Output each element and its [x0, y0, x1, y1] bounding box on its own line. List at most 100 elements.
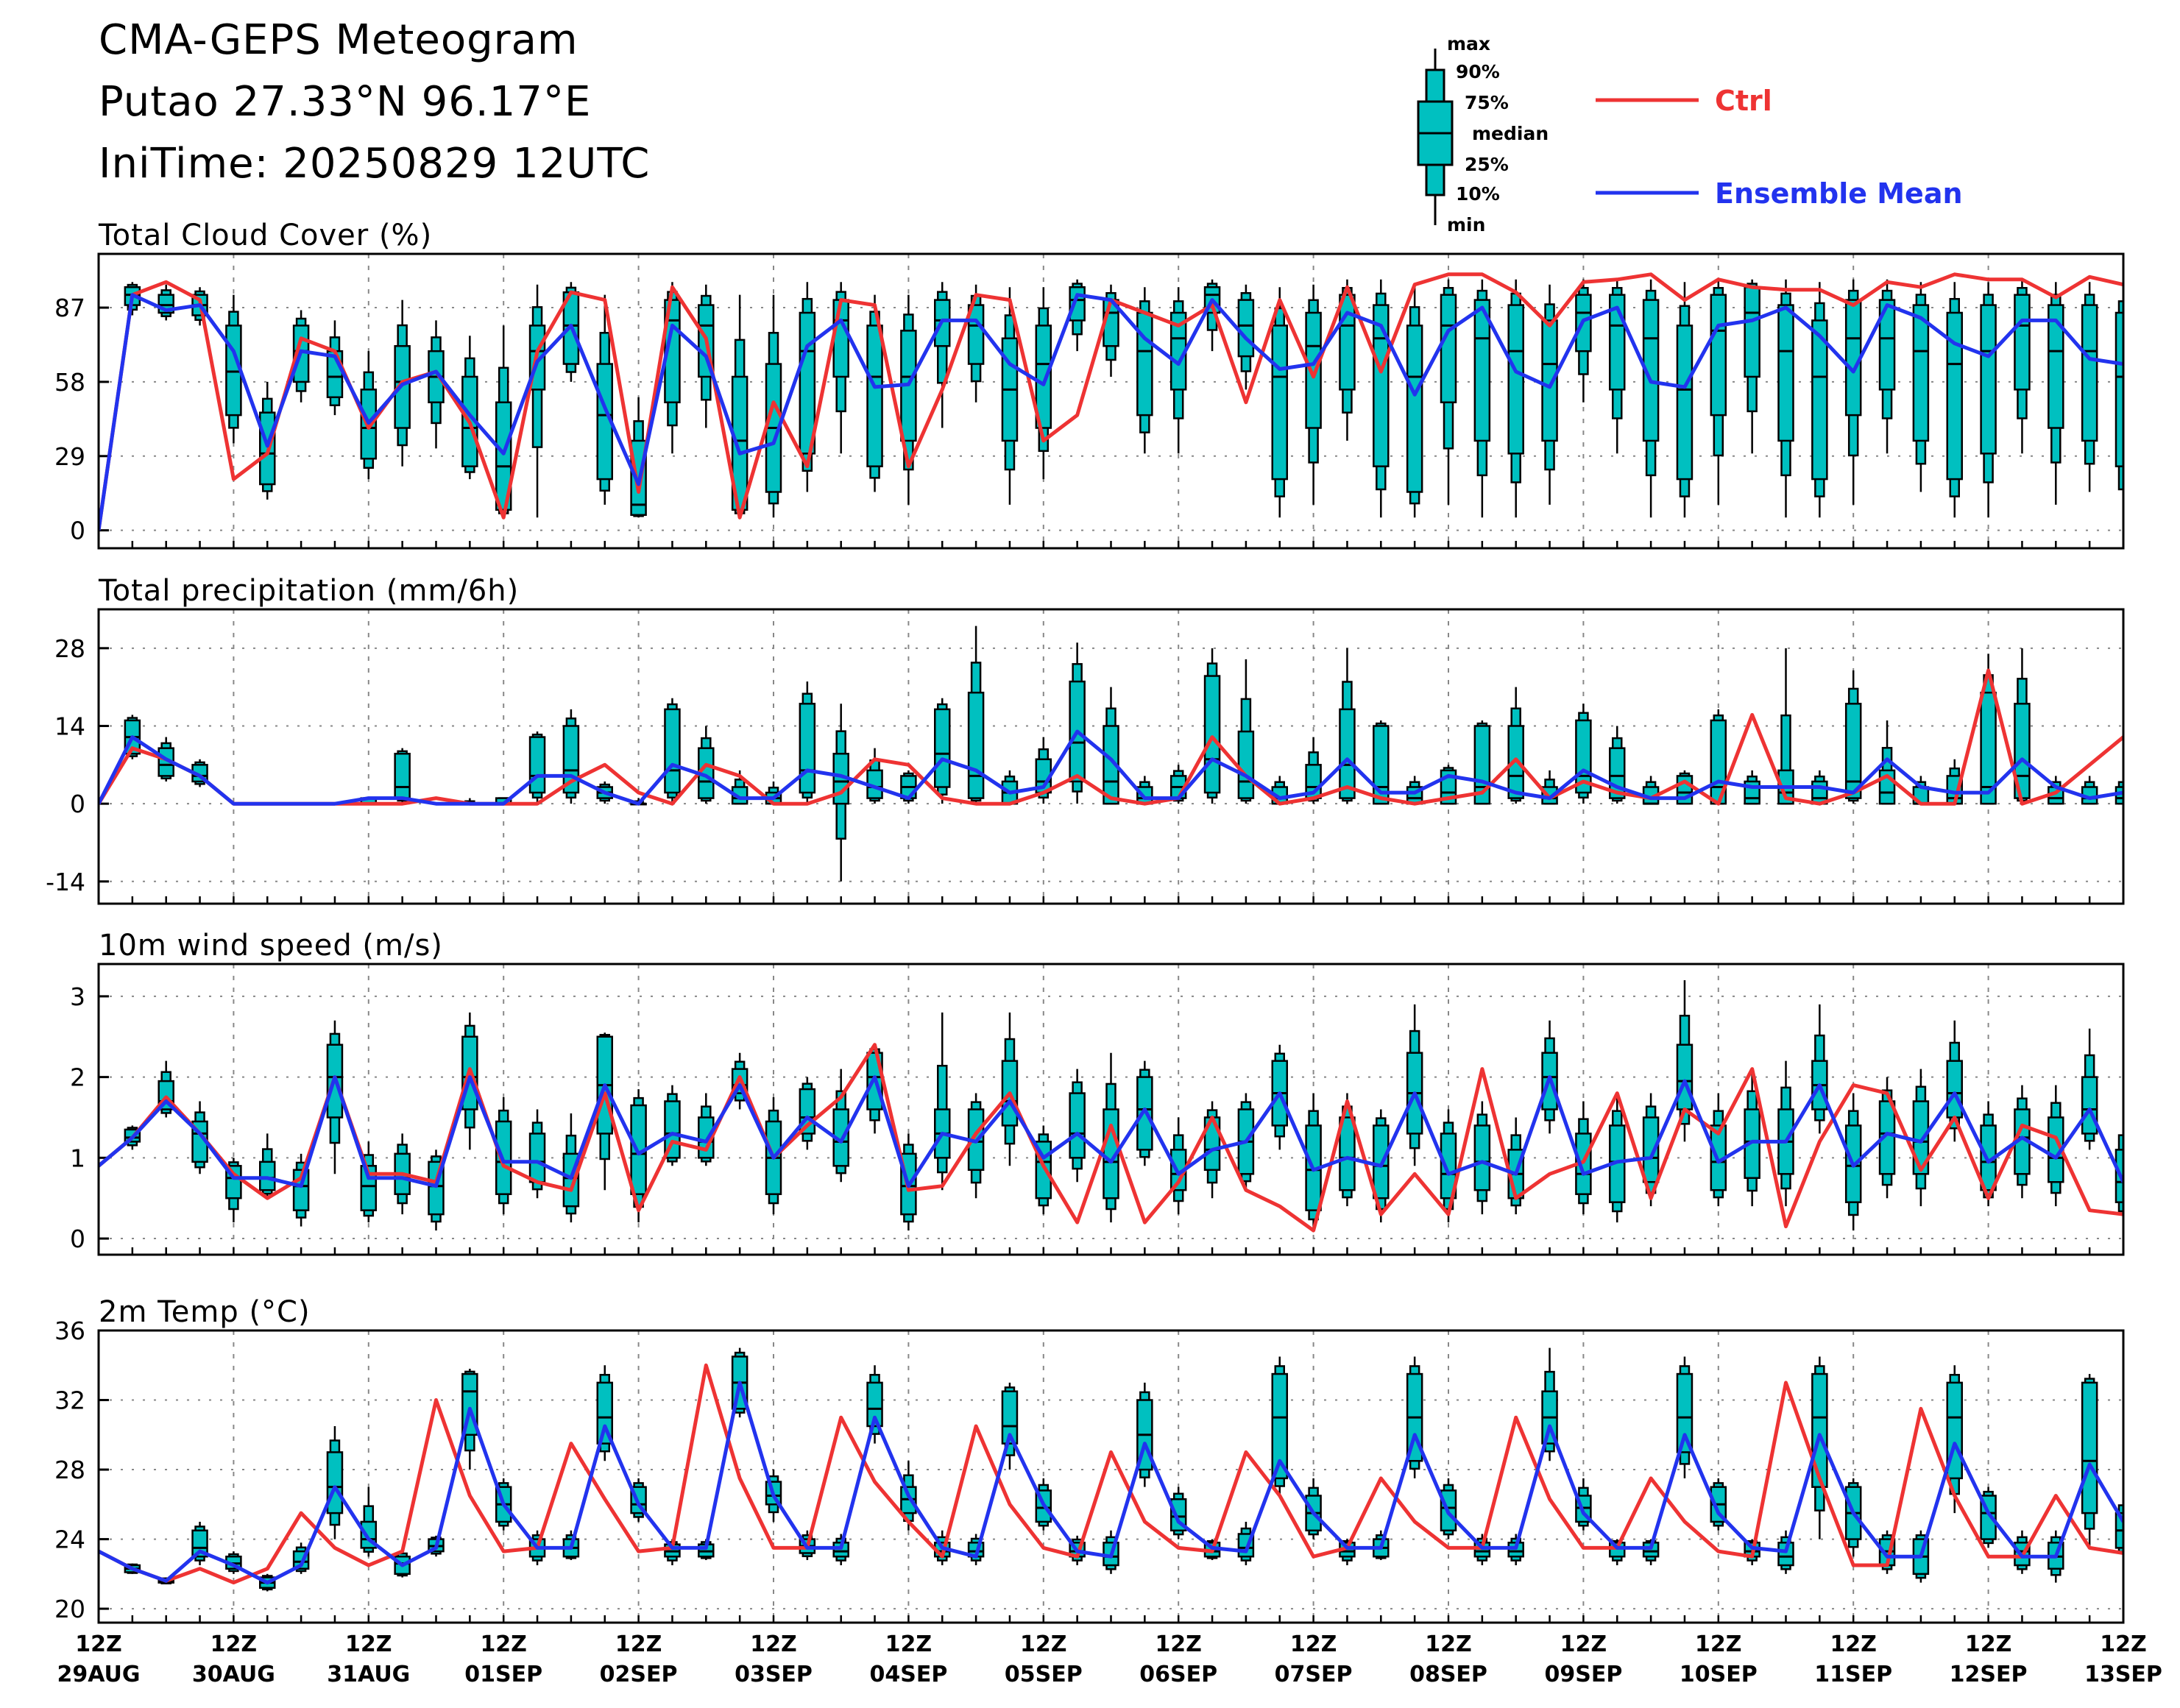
- legend-label-min: min: [1447, 214, 1485, 235]
- box-iqr: [596, 1381, 613, 1445]
- ensemble-mean-line: [99, 293, 2123, 531]
- y-tick-label: 14: [54, 712, 85, 740]
- box-iqr: [1271, 1372, 1288, 1480]
- x-axis: 12Z 29AUG 12Z 30AUG 12Z 31AUG 12Z 01SEP 12Z 02SEP…: [57, 1631, 2162, 1687]
- y-tick-label: 0: [70, 790, 85, 818]
- box-iqr: [1744, 286, 1760, 378]
- legend: max 90% 75% median 25% 10% min Ctrl Ense…: [1417, 33, 1963, 235]
- x-tick-label-hour: 12Z: [885, 1631, 932, 1657]
- panel-title: Total precipitation (mm/6h): [98, 574, 519, 608]
- x-tick-label-hour: 12Z: [210, 1631, 258, 1657]
- box-iqr: [1406, 325, 1423, 493]
- box-iqr: [1676, 1372, 1694, 1453]
- x-tick-label-date: 11SEP: [1814, 1662, 1892, 1687]
- panel-3: 10m wind speed (m/s) 0 1 2 3: [70, 929, 2125, 1256]
- box-iqr: [1777, 304, 1794, 442]
- ctrl-line: [99, 1363, 2123, 1585]
- y-tick-label: 24: [54, 1525, 85, 1554]
- x-tick-label-hour: 12Z: [1695, 1631, 1742, 1657]
- y-tick-label: 0: [70, 1225, 85, 1253]
- x-tick-label-date: 31AUG: [327, 1662, 410, 1687]
- x-tick-label-date: 30AUG: [192, 1662, 275, 1687]
- box-iqr: [1676, 325, 1694, 481]
- panel-2: Total precipitation (mm/6h) -14 0 14 28: [46, 574, 2125, 905]
- legend-label-10: 10%: [1456, 183, 1500, 205]
- box-iqr: [2081, 1076, 2098, 1135]
- box-iqr: [528, 1133, 546, 1183]
- panel-title: Total Cloud Cover (%): [98, 219, 432, 252]
- legend-ctrl-label: Ctrl: [1715, 85, 1772, 117]
- box-iqr: [259, 1160, 276, 1191]
- box-iqr: [1339, 294, 1356, 391]
- box-iqr: [1642, 1116, 1660, 1183]
- ctrl-line: [99, 668, 2123, 806]
- y-tick-label: 0: [70, 517, 85, 545]
- x-tick-label-hour: 12Z: [1425, 1631, 1472, 1657]
- box-series: [124, 626, 2123, 882]
- x-tick-label-date: 07SEP: [1275, 1662, 1353, 1687]
- box-iqr: [1777, 1542, 1794, 1567]
- box-iqr: [1001, 1390, 1019, 1445]
- legend-label-90: 90%: [1456, 61, 1500, 82]
- box-iqr: [1946, 311, 1963, 481]
- box-iqr: [1980, 304, 1997, 455]
- box-iqr: [1946, 1060, 1963, 1119]
- box-iqr: [1271, 325, 1288, 481]
- box-iqr: [1811, 319, 1828, 481]
- ensemble-mean-line: [99, 1075, 2123, 1188]
- y-tick-label: 32: [54, 1386, 85, 1415]
- ensemble-mean-line: [99, 729, 2123, 806]
- panel-1: Total Cloud Cover (%) 0 29 58 87: [54, 219, 2125, 550]
- y-tick-label: 87: [54, 294, 85, 322]
- box-iqr: [1912, 304, 1930, 442]
- x-tick-label-date: 10SEP: [1680, 1662, 1758, 1687]
- box-iqr: [326, 1451, 344, 1514]
- location-label: Putao 27.33°N 96.17°E: [99, 78, 592, 126]
- ensemble-mean-line: [99, 1381, 2123, 1585]
- legend-label-25: 25%: [1465, 154, 1509, 175]
- y-tick-label: 28: [54, 634, 85, 663]
- box-iqr: [1339, 1116, 1356, 1191]
- box-iqr: [1676, 1043, 1694, 1110]
- x-tick-label-hour: 12Z: [345, 1631, 392, 1657]
- box-iqr: [1878, 1100, 1896, 1175]
- box-iqr: [1811, 1372, 1828, 1488]
- box-iqr: [1912, 1100, 1930, 1175]
- x-tick-label-date: 09SEP: [1544, 1662, 1622, 1687]
- x-tick-label-date: 05SEP: [1005, 1662, 1083, 1687]
- box-iqr: [1373, 304, 1390, 467]
- x-tick-label-hour: 12Z: [750, 1631, 797, 1657]
- box-iqr: [1035, 325, 1052, 429]
- x-tick-label-hour: 12Z: [1155, 1631, 1202, 1657]
- panel-title: 2m Temp (°C): [99, 1295, 311, 1329]
- y-tick-label: 2: [70, 1063, 85, 1092]
- y-tick-label: 1: [70, 1144, 85, 1172]
- box-iqr: [1373, 725, 1390, 805]
- box-iqr: [528, 736, 546, 794]
- box-iqr: [1844, 703, 1862, 799]
- x-tick-label-date: 06SEP: [1139, 1662, 1217, 1687]
- box-iqr: [2081, 1381, 2098, 1514]
- x-tick-label-hour: 12Z: [1560, 1631, 1607, 1657]
- box-iqr: [1710, 294, 1727, 417]
- box-iqr: [664, 299, 681, 403]
- panels-layer: Total Cloud Cover (%) 0 29 58 87 Total precip…: [46, 219, 2125, 1624]
- chart-title: CMA-GEPS Meteogram: [99, 16, 578, 64]
- box-iqr: [2114, 311, 2123, 467]
- box-iqr: [664, 708, 681, 794]
- x-tick-label-hour: 12Z: [2100, 1631, 2147, 1657]
- box-iqr: [1203, 675, 1221, 794]
- box-iqr: [1305, 311, 1322, 429]
- y-tick-label: 28: [54, 1456, 85, 1484]
- x-tick-label-hour: 12Z: [1830, 1631, 1877, 1657]
- x-tick-label-hour: 12Z: [1290, 1631, 1337, 1657]
- x-tick-label-date: 02SEP: [600, 1662, 678, 1687]
- box-iqr: [866, 1381, 883, 1428]
- box-iqr: [394, 752, 411, 799]
- box-iqr: [1136, 1076, 1153, 1151]
- box-iqr: [191, 1529, 208, 1558]
- box-iqr: [799, 311, 816, 455]
- box-iqr: [934, 708, 951, 788]
- box-iqr: [1878, 299, 1896, 391]
